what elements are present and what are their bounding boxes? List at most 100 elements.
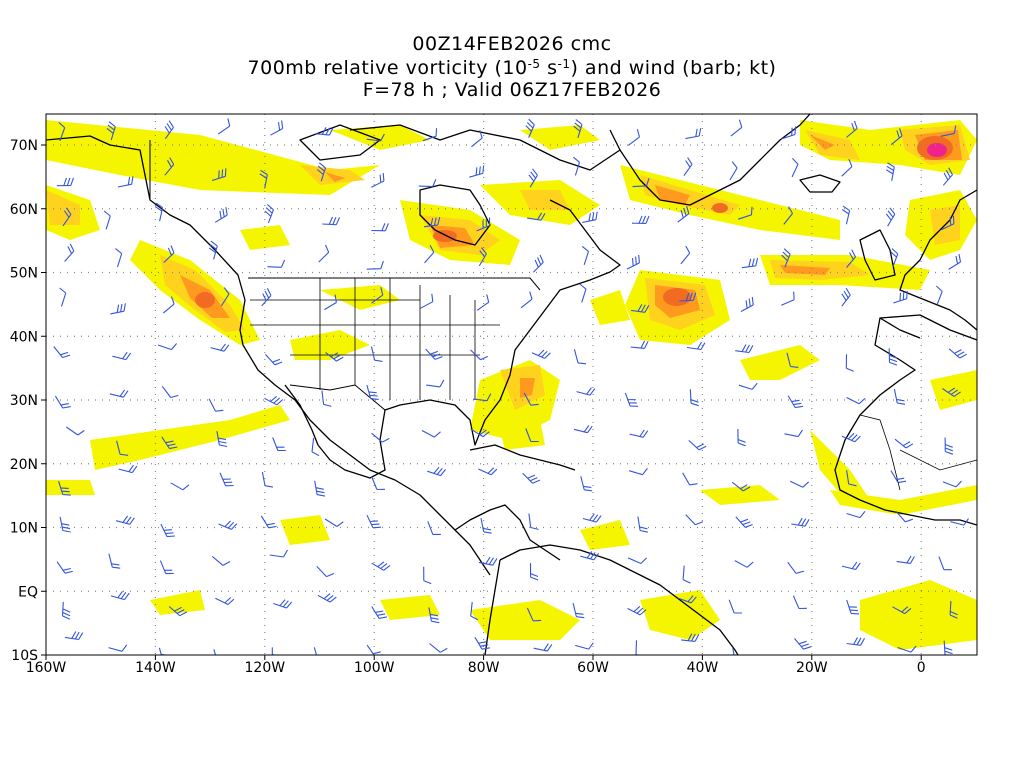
- wind-barb: [581, 245, 590, 265]
- wind-barb: [267, 259, 286, 268]
- wind-barb: [573, 349, 587, 365]
- lat-label: EQ: [18, 584, 38, 600]
- wind-barb: [528, 513, 539, 530]
- wind-barb: [948, 348, 968, 359]
- wind-barb: [841, 205, 851, 225]
- arctic-islands-outline: [349, 124, 621, 171]
- wind-barb: [478, 467, 498, 476]
- south-america-west-coast-outline: [484, 559, 501, 655]
- wind-barb: [681, 633, 700, 642]
- wind-barb: [311, 437, 320, 457]
- lat-label: 20N: [10, 457, 38, 473]
- wind-barb: [108, 644, 128, 652]
- wind-barb: [740, 296, 754, 312]
- wind-barb: [428, 607, 440, 624]
- wind-barb: [56, 561, 73, 574]
- wind-barb: [581, 211, 598, 224]
- wind-barb: [893, 290, 908, 304]
- wind-barb: [270, 120, 284, 136]
- lat-label: 10S: [11, 648, 38, 664]
- wind-barb: [897, 645, 917, 653]
- vorticity-field: [46, 120, 977, 650]
- wind-barb: [579, 283, 587, 303]
- wind-barb: [685, 514, 704, 526]
- wind-barb: [157, 343, 178, 351]
- wind-barb: [732, 648, 735, 655]
- wind-barb: [273, 599, 293, 609]
- wind-barb: [168, 606, 188, 617]
- wind-barb: [741, 257, 759, 269]
- wind-barb: [110, 303, 126, 315]
- wind-barb: [170, 482, 190, 491]
- wind-barb: [528, 168, 538, 188]
- lon-label: 120W: [245, 660, 286, 676]
- wind-barb: [470, 349, 489, 361]
- wind-barb: [208, 398, 224, 412]
- title-exponent-2: -1: [557, 57, 571, 71]
- wind-barb: [371, 606, 388, 619]
- wind-barb: [480, 517, 492, 534]
- wind-barb: [211, 168, 227, 182]
- wind-barb: [582, 513, 602, 523]
- wind-barb: [420, 293, 434, 309]
- wind-barb: [735, 516, 753, 528]
- wind-barb: [62, 207, 72, 227]
- wind-barb: [371, 172, 385, 188]
- wind-barb: [313, 647, 318, 655]
- wind-barb: [841, 158, 853, 177]
- wind-barb: [573, 119, 583, 139]
- wind-barb: [689, 389, 699, 407]
- wind-barb: [841, 432, 861, 443]
- title-text-mid: s: [540, 57, 558, 79]
- wind-barb: [794, 638, 812, 650]
- lon-label: 140W: [135, 660, 176, 676]
- wind-barb: [787, 395, 804, 409]
- wind-barb: [366, 385, 379, 400]
- caribbean-islands-outline: [469, 444, 576, 471]
- wind-barb: [318, 244, 330, 263]
- wind-barb: [525, 428, 539, 443]
- wind-barb: [58, 121, 66, 142]
- wind-barb: [324, 518, 344, 527]
- wind-barb: [682, 565, 691, 584]
- wind-barb: [371, 432, 390, 443]
- wind-barb: [214, 207, 228, 223]
- wind-barb: [366, 514, 382, 529]
- hudson-bay-outline: [419, 184, 491, 246]
- wind-barb: [264, 354, 283, 366]
- wind-barb: [59, 287, 67, 307]
- wind-barb: [260, 515, 277, 529]
- wind-barb: [789, 480, 810, 488]
- wind-barb: [895, 510, 913, 523]
- wind-barb: [478, 556, 498, 566]
- wind-barb: [885, 162, 895, 181]
- wind-barb: [421, 430, 441, 438]
- wind-barb: [845, 354, 854, 372]
- wind-barb: [573, 425, 593, 434]
- wind-barb: [366, 260, 384, 270]
- wind-barb: [261, 288, 272, 307]
- wind-barb: [629, 429, 649, 438]
- wind-barb: [110, 590, 130, 601]
- wind-barb: [322, 216, 341, 226]
- wind-barb: [65, 426, 85, 436]
- wind-barb: [841, 561, 861, 571]
- wind-barb: [219, 472, 234, 487]
- wind-barb: [942, 480, 962, 488]
- wind-barb: [478, 247, 487, 267]
- wind-barb: [533, 643, 553, 652]
- chart-title-line3: F=78 h ; Valid 06Z17FEB2026: [362, 79, 662, 101]
- wind-barb: [116, 440, 129, 456]
- wind-barb: [324, 294, 337, 311]
- wind-barb: [54, 395, 71, 409]
- lat-label: 50N: [10, 266, 38, 282]
- wind-barb: [264, 204, 274, 224]
- west-coast-outline: [46, 135, 491, 576]
- wind-barb: [576, 387, 596, 396]
- wind-barb: [735, 344, 754, 354]
- wind-barb: [738, 382, 758, 390]
- wind-barb: [688, 439, 707, 451]
- wind-barb: [525, 118, 535, 138]
- wind-barb: [162, 296, 175, 314]
